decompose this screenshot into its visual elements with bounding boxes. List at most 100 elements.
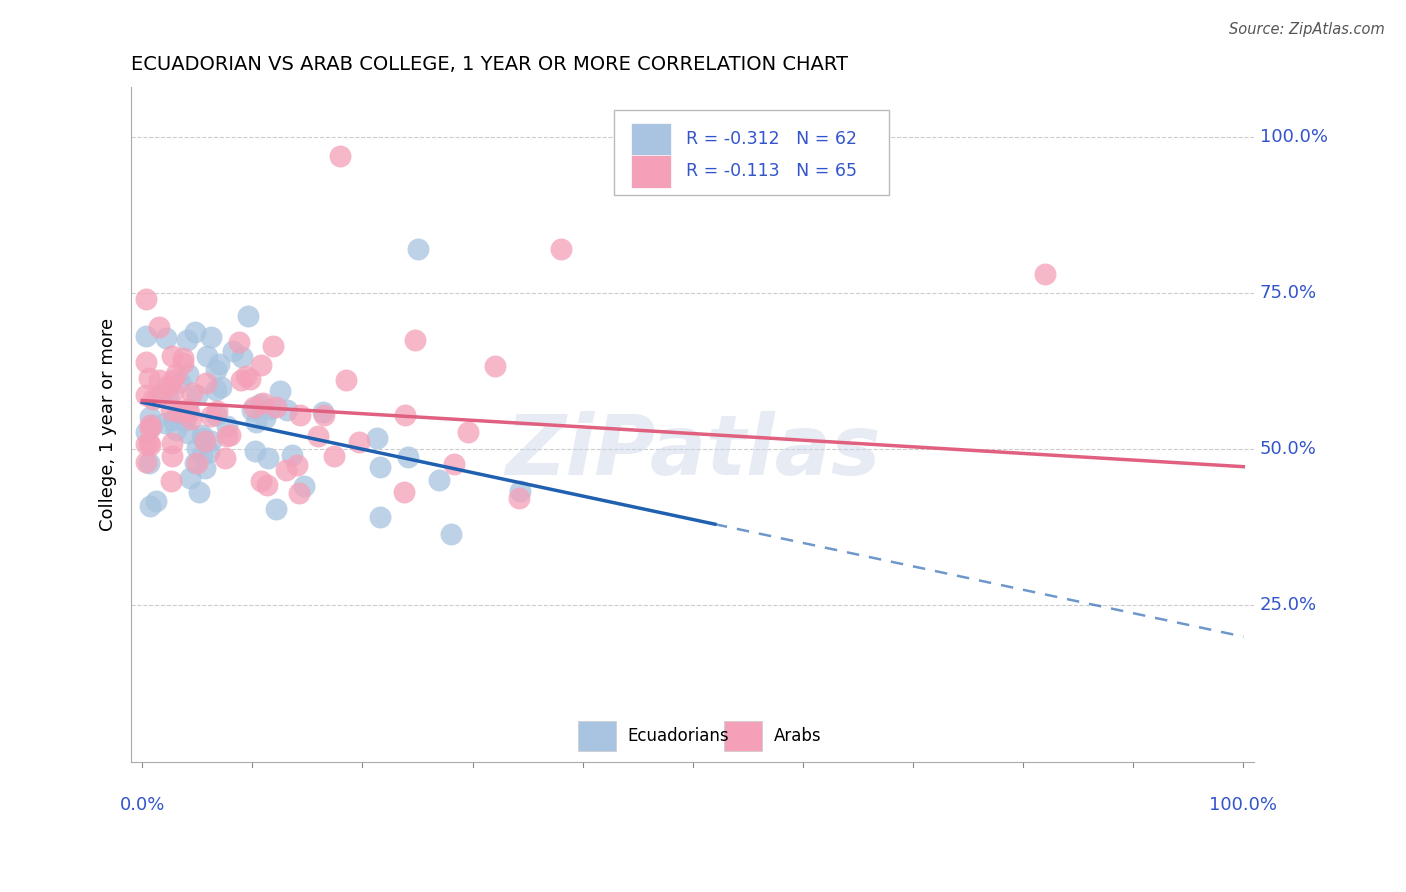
Text: ZiPatlas: ZiPatlas	[505, 410, 880, 491]
Text: 25.0%: 25.0%	[1260, 597, 1317, 615]
Point	[245, 416, 267, 430]
Text: 50.0%: 50.0%	[1260, 440, 1317, 458]
Point	[177, 367, 200, 381]
Point	[239, 372, 262, 386]
Point	[163, 411, 186, 425]
Text: Arabs: Arabs	[773, 727, 821, 745]
Point	[176, 402, 198, 417]
Point	[368, 459, 391, 474]
Point	[253, 411, 276, 425]
Point	[243, 401, 266, 415]
Point	[194, 434, 217, 449]
Point	[184, 456, 207, 470]
Point	[148, 320, 170, 334]
Point	[287, 485, 309, 500]
Point	[191, 448, 214, 462]
Point	[138, 436, 160, 450]
FancyBboxPatch shape	[578, 721, 616, 751]
Point	[195, 349, 218, 363]
Point	[181, 385, 204, 400]
Point	[509, 483, 531, 498]
Point	[191, 431, 214, 445]
Point	[138, 499, 160, 513]
Point	[177, 405, 200, 419]
Point	[443, 457, 465, 471]
Point	[138, 456, 160, 470]
Point	[135, 388, 157, 402]
Point	[205, 363, 228, 377]
Point	[219, 428, 242, 442]
Point	[150, 385, 173, 400]
Point	[204, 409, 226, 423]
Point	[148, 373, 170, 387]
Point	[281, 448, 304, 462]
Point	[264, 501, 287, 516]
Point	[135, 425, 157, 439]
Point	[238, 309, 260, 323]
Point	[159, 403, 181, 417]
Point	[404, 333, 426, 347]
Point	[176, 334, 198, 348]
Text: ECUADORIAN VS ARAB COLLEGE, 1 YEAR OR MORE CORRELATION CHART: ECUADORIAN VS ARAB COLLEGE, 1 YEAR OR MO…	[131, 55, 848, 74]
Point	[200, 409, 222, 424]
Point	[162, 412, 184, 426]
Point	[195, 376, 218, 390]
Text: Ecuadorians: Ecuadorians	[627, 727, 730, 745]
Point	[228, 334, 250, 349]
Point	[329, 148, 352, 162]
Point	[179, 471, 201, 485]
Point	[439, 527, 461, 541]
Point	[406, 242, 429, 256]
Point	[205, 404, 228, 418]
Point	[165, 423, 187, 437]
Point	[155, 330, 177, 344]
Point	[135, 292, 157, 306]
Point	[256, 478, 278, 492]
Point	[135, 436, 157, 450]
Point	[269, 384, 291, 399]
Point	[186, 442, 208, 456]
Text: 0.0%: 0.0%	[120, 796, 165, 814]
Point	[135, 355, 157, 369]
Point	[347, 434, 370, 449]
Point	[153, 416, 176, 430]
Point	[235, 369, 257, 384]
FancyBboxPatch shape	[614, 111, 890, 194]
Point	[396, 450, 419, 465]
Point	[138, 371, 160, 385]
FancyBboxPatch shape	[631, 123, 672, 156]
Point	[214, 451, 236, 466]
Point	[194, 460, 217, 475]
Point	[172, 351, 194, 365]
Point	[169, 375, 191, 389]
Point	[146, 389, 169, 403]
Point	[370, 509, 392, 524]
Point	[209, 380, 232, 394]
Point	[314, 408, 336, 422]
Point	[188, 485, 211, 500]
Point	[160, 436, 183, 450]
Text: 75.0%: 75.0%	[1260, 284, 1317, 302]
Point	[262, 339, 284, 353]
Point	[250, 474, 273, 488]
Point	[222, 344, 245, 359]
Point	[135, 329, 157, 343]
Point	[165, 367, 187, 381]
Point	[1033, 267, 1056, 281]
Point	[141, 417, 163, 432]
Point	[169, 405, 191, 419]
Point	[217, 429, 239, 443]
Point	[180, 412, 202, 426]
Point	[160, 349, 183, 363]
Point	[186, 388, 208, 402]
Point	[429, 473, 451, 487]
Point	[250, 359, 273, 373]
Point	[200, 329, 222, 343]
Text: 100.0%: 100.0%	[1209, 796, 1278, 814]
Point	[174, 413, 197, 427]
Point	[186, 456, 208, 470]
Text: 100.0%: 100.0%	[1260, 128, 1327, 145]
Point	[139, 421, 162, 435]
Text: R = -0.312   N = 62: R = -0.312 N = 62	[686, 130, 858, 148]
FancyBboxPatch shape	[631, 154, 672, 187]
